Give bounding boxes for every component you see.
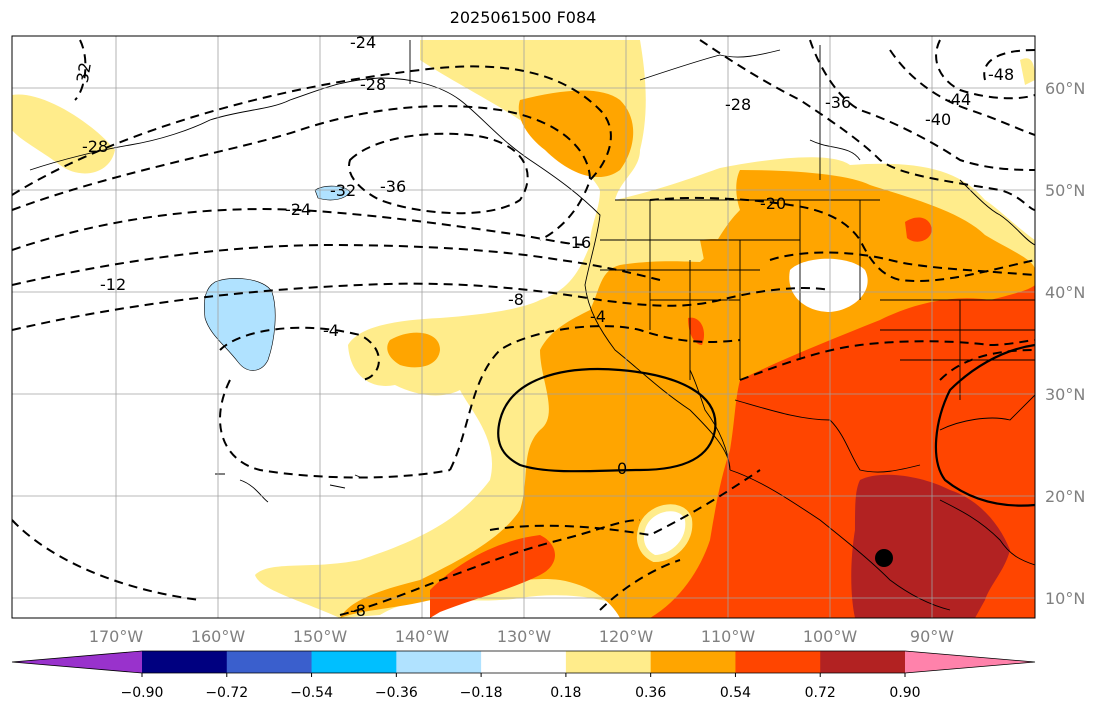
colorbar-extend-max	[905, 651, 1035, 673]
colorbar-tick-label: 0.90	[889, 685, 920, 701]
longitude-labels: 170°W 160°W 150°W 140°W 130°W 120°W 110°…	[89, 627, 954, 646]
contour-label: -40	[925, 110, 951, 129]
contour-label: -4	[323, 321, 339, 340]
colorbar-segment	[735, 651, 821, 673]
colorbar-extend-min	[12, 651, 142, 673]
contour-label: -32	[72, 61, 95, 90]
height-contours	[12, 39, 1035, 616]
lon-label: 130°W	[497, 627, 552, 646]
contour-labels: -24 -28 -32 -28 -36 -32 -24 -12 -8 -4 0 …	[72, 33, 1014, 620]
shade-light-blue	[204, 185, 351, 371]
colorbar-tick-label: −0.54	[290, 685, 333, 701]
colorbar-segments	[11, 650, 1036, 674]
lon-label: 100°W	[803, 627, 858, 646]
colorbar-segment	[650, 651, 736, 673]
contour-label: -44	[945, 90, 971, 109]
contour-label: -16	[565, 233, 591, 252]
contour-label: -28	[360, 75, 386, 94]
zero-contours	[497, 343, 1035, 507]
contour-label: -28	[82, 137, 108, 156]
lon-label: 140°W	[395, 627, 450, 646]
lat-label: 30°N	[1045, 385, 1085, 404]
colorbar-segment	[565, 651, 652, 673]
colorbar-ticks: −0.90 −0.72 −0.54 −0.36 −0.18 0.18 0.36 0.54 0.7…	[121, 673, 921, 701]
colorbar-tick-label: −0.72	[205, 685, 248, 701]
shade-dark-red	[851, 474, 1010, 618]
colorbar-segment	[226, 651, 313, 673]
contour-label: -24	[350, 33, 376, 52]
lon-label: 160°W	[191, 627, 246, 646]
contour-label: -32	[330, 181, 356, 200]
contour-label: -8	[508, 290, 524, 309]
lat-label: 50°N	[1045, 181, 1085, 200]
lon-label: 150°W	[293, 627, 348, 646]
colorbar-segment	[396, 651, 482, 673]
colorbar-segment	[311, 651, 397, 673]
lat-label: 40°N	[1045, 283, 1085, 302]
contour-label: -20	[760, 194, 786, 213]
lat-label: 60°N	[1045, 79, 1085, 98]
lon-label: 90°W	[910, 627, 954, 646]
storm-center-marker	[875, 549, 893, 567]
colorbar-tick-label: −0.90	[121, 685, 164, 701]
contour-label: -36	[380, 177, 406, 196]
lon-label: 110°W	[701, 627, 756, 646]
latitude-labels: 60°N 50°N 40°N 30°N 20°N 10°N	[1045, 79, 1085, 608]
colorbar-segment	[481, 651, 567, 673]
contour-label: -4	[590, 307, 606, 326]
lat-label: 10°N	[1045, 589, 1085, 608]
map-title: 2025061500 F084	[449, 8, 597, 27]
colorbar-segment	[142, 651, 228, 673]
colorbar-tick-label: 0.18	[550, 685, 581, 701]
contour-label: -28	[725, 95, 751, 114]
colorbar-tick-label: 0.54	[720, 685, 751, 701]
lon-label: 170°W	[89, 627, 144, 646]
colorbar-tick-label: 0.72	[805, 685, 836, 701]
map-frame	[11, 35, 1036, 619]
colorbar-tick-label: −0.36	[375, 685, 418, 701]
contour-label: -24	[285, 200, 311, 219]
gridlines	[12, 36, 1035, 618]
contour-label: -48	[988, 65, 1014, 84]
contour-label: -12	[100, 275, 126, 294]
coastlines	[29, 40, 1035, 611]
colorbar-tick-label: 0.36	[635, 685, 666, 701]
contour-label: -8	[350, 601, 366, 620]
lat-label: 20°N	[1045, 487, 1085, 506]
colorbar-tick-label: −0.18	[460, 685, 503, 701]
contour-label: 0	[617, 459, 627, 478]
lon-label: 120°W	[599, 627, 654, 646]
contour-label: -36	[825, 93, 851, 112]
colorbar-segment	[820, 651, 906, 673]
